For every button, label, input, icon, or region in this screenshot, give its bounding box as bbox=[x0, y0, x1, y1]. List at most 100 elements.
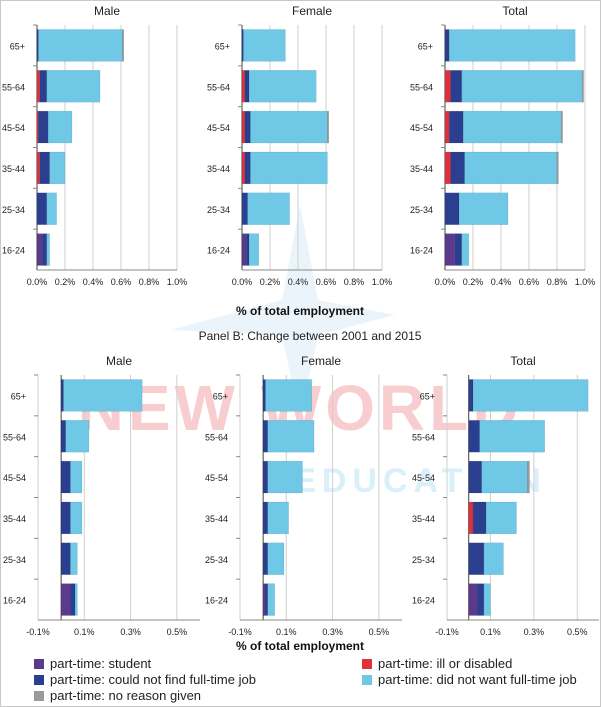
bar-segment-student bbox=[468, 583, 478, 616]
bar-segment-did-not bbox=[461, 70, 583, 103]
bar-segment-did-not bbox=[243, 29, 286, 62]
bar-segment-no-reason bbox=[527, 460, 530, 494]
bar-segment-did-not bbox=[46, 233, 50, 266]
bar-segment-ill bbox=[36, 70, 41, 103]
x-tick-label: -0.1% bbox=[228, 627, 252, 637]
y-tick-label: 16-24 bbox=[207, 246, 230, 256]
bar-segment-did-not bbox=[250, 151, 328, 185]
x-tick-label: 1.0% bbox=[575, 277, 596, 287]
x-axis-label-bottom: % of total employment bbox=[236, 639, 364, 653]
bar-segment-could-not bbox=[42, 233, 48, 266]
x-tick-label: 0.2% bbox=[260, 277, 281, 287]
bar-segment-could-not bbox=[244, 151, 251, 185]
bar-segment-could-not bbox=[265, 583, 269, 616]
legend-item-did-not: part-time: did not want full-time job bbox=[362, 672, 577, 687]
panel-title: Female bbox=[292, 4, 332, 18]
y-tick-label: 35-44 bbox=[205, 514, 228, 524]
bar-segment-did-not bbox=[267, 501, 289, 535]
y-tick-label: 25-34 bbox=[205, 555, 228, 565]
bar-segment-did-not bbox=[49, 151, 66, 185]
legend-swatch-could-not bbox=[34, 674, 44, 685]
panel-title: Male bbox=[106, 354, 132, 368]
x-tick-label: 0.0% bbox=[435, 277, 456, 287]
y-tick-label: 65+ bbox=[213, 391, 228, 401]
watermark-star-shape bbox=[170, 205, 395, 420]
bar-segment-did-not bbox=[267, 420, 315, 453]
bar-segment-did-not bbox=[265, 379, 312, 412]
x-tick-label: -0.1% bbox=[435, 627, 459, 637]
y-tick-label: 65+ bbox=[418, 41, 433, 51]
bar-segment-could-not bbox=[38, 110, 49, 144]
y-tick-label: 45-54 bbox=[410, 123, 433, 133]
bar-segment-did-not bbox=[65, 420, 90, 453]
panel-female-a: Female 0.0% 0.2% 0.4% 0.6% 0.8% 1.0% 65+ 55-64 45… bbox=[207, 4, 392, 287]
panel-female-b: Female -0.1% 0.1% 0.3% 0.5% 65+ 55-64 45-54 35-4… bbox=[205, 354, 402, 637]
x-tick-label: 0.4% bbox=[83, 277, 104, 287]
bar-segment-student bbox=[36, 233, 43, 266]
bar-segment-no-reason bbox=[556, 151, 559, 185]
bar-segment-ill bbox=[241, 110, 246, 144]
legend-swatch-student bbox=[34, 658, 44, 669]
bar-segment-student bbox=[444, 233, 456, 266]
y-tick-label: 35-44 bbox=[410, 164, 433, 174]
x-tick-label: 0.8% bbox=[139, 277, 160, 287]
y-tick-label: 65+ bbox=[11, 391, 26, 401]
x-tick-label: 0.0% bbox=[27, 277, 48, 287]
bar-segment-could-not bbox=[60, 379, 64, 412]
bar-segment-did-not bbox=[38, 29, 123, 62]
y-tick-label: 55-64 bbox=[207, 82, 230, 92]
bar-segment-student bbox=[60, 583, 71, 616]
bar-segment-could-not bbox=[468, 420, 480, 453]
bar-segment-could-not bbox=[444, 192, 460, 225]
bar-segment-could-not bbox=[448, 110, 464, 144]
y-tick-label: 45-54 bbox=[205, 473, 228, 483]
bar-segment-could-not bbox=[39, 151, 50, 185]
y-tick-label: 65+ bbox=[10, 41, 25, 51]
y-tick-label: 55-64 bbox=[2, 82, 25, 92]
bar-segment-did-not bbox=[248, 70, 317, 103]
x-tick-label: 0.1% bbox=[276, 627, 297, 637]
legend-item-could-not: part-time: could not find full-time job bbox=[34, 672, 256, 687]
bar-segment-did-not bbox=[267, 542, 285, 575]
y-tick-label: 35-44 bbox=[207, 164, 230, 174]
bar-segment-no-reason bbox=[581, 70, 584, 103]
bar-segment-could-not bbox=[468, 460, 482, 494]
panel-title: Total bbox=[510, 354, 535, 368]
x-tick-label: 0.8% bbox=[547, 277, 568, 287]
panel-male-b: Male -0.1% 0.1% 0.3% 0.5% 65+ 55-64 45-54 35-44 2… bbox=[3, 354, 200, 637]
bar-segment-no-reason bbox=[122, 29, 125, 62]
y-tick-label: 35-44 bbox=[412, 514, 435, 524]
bar-segment-could-not bbox=[245, 233, 250, 266]
y-tick-label: 16-24 bbox=[2, 246, 25, 256]
y-tick-label: 45-54 bbox=[207, 123, 230, 133]
bar-segment-did-not bbox=[46, 70, 101, 103]
bar-segment-did-not bbox=[70, 460, 83, 494]
bar-segment-ill bbox=[241, 70, 246, 103]
bar-segment-ill bbox=[444, 110, 450, 144]
bar-segment-could-not bbox=[36, 192, 48, 225]
bar-segment-did-not bbox=[472, 379, 589, 412]
bar-segment-could-not bbox=[450, 151, 465, 185]
bar-segment-could-not bbox=[262, 542, 269, 575]
bar-segment-student bbox=[262, 583, 266, 616]
legend-item-no-reason: part-time: no reason given bbox=[34, 688, 201, 703]
chart-legend: part-time: student part-time: ill or dis… bbox=[34, 656, 594, 704]
x-axis-label-top: % of total employment bbox=[236, 304, 364, 318]
bar-segment-could-not bbox=[60, 460, 71, 494]
legend-label-could-not: part-time: could not find full-time job bbox=[50, 672, 256, 687]
bar-segment-could-not bbox=[262, 420, 269, 453]
y-tick-label: 45-54 bbox=[3, 473, 26, 483]
bar-segment-could-not bbox=[454, 233, 463, 266]
y-tick-label: 16-24 bbox=[205, 596, 228, 606]
bar-segment-no-reason bbox=[560, 110, 563, 144]
y-tick-label: 16-24 bbox=[3, 596, 26, 606]
x-tick-label: 0.5% bbox=[369, 627, 390, 637]
panel-title: Total bbox=[502, 4, 527, 18]
legend-swatch-no-reason bbox=[34, 690, 44, 701]
x-tick-label: 1.0% bbox=[372, 277, 393, 287]
legend-item-student: part-time: student bbox=[34, 656, 151, 671]
panel-male-a: Male 0.0% 0.2% 0.4% 0.6% 0.8% 1.0% 65+ 55-64 45-5… bbox=[2, 4, 187, 287]
y-tick-label: 25-34 bbox=[410, 205, 433, 215]
legend-label-did-not: part-time: did not want full-time job bbox=[378, 672, 577, 687]
bar-segment-did-not bbox=[267, 583, 275, 616]
